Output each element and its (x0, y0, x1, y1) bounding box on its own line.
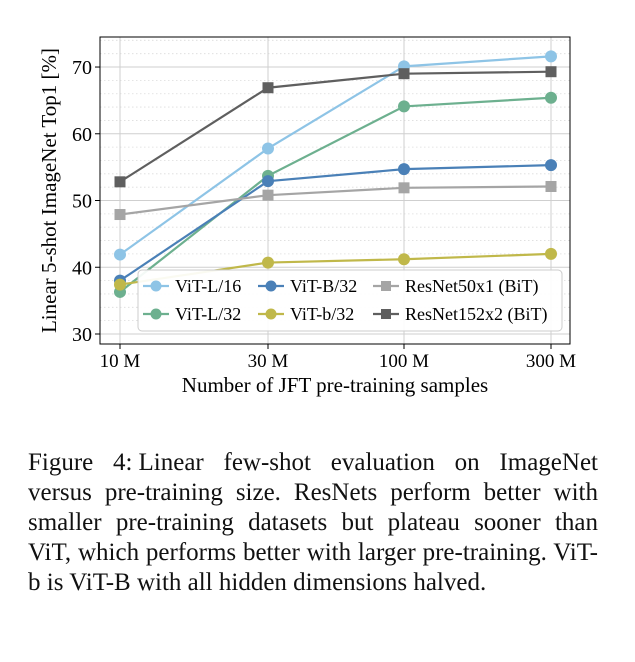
data-point (545, 91, 557, 104)
legend-label: ResNet152x2 (BiT) (405, 304, 547, 325)
legend-marker (150, 308, 162, 320)
series-line (119, 55, 552, 256)
caption-text: Linear few-shot evaluation on ImageNet v… (28, 449, 598, 596)
legend-marker (265, 308, 277, 320)
caption-label: Figure 4: (28, 449, 133, 476)
data-point (262, 175, 274, 188)
figure-caption: Figure 4: Linear few-shot evaluation on I… (28, 448, 598, 598)
x-tick-label: 300 M (526, 351, 576, 372)
legend-marker (265, 280, 277, 292)
legend-item: ViT-b/32 (258, 304, 354, 324)
x-tick-label: 30 M (248, 351, 289, 372)
y-tick-label: 60 (72, 124, 92, 146)
data-point (545, 159, 557, 172)
y-tick-label: 50 (72, 191, 92, 213)
data-point (114, 209, 126, 221)
data-point (114, 248, 126, 261)
data-point (398, 253, 410, 266)
legend-item: ResNet50x1 (BiT) (373, 276, 538, 297)
y-tick-label: 70 (72, 57, 92, 79)
data-point (398, 182, 410, 194)
data-point (545, 247, 557, 260)
series-resnet152x2-bit- (114, 66, 557, 188)
data-point (398, 68, 410, 80)
series-line (119, 70, 552, 183)
data-point (545, 180, 557, 192)
legend-label: ViT-b/32 (290, 304, 354, 324)
legend-item: ViT-L/16 (143, 276, 241, 296)
x-axis-label: Number of JFT pre-training samples (182, 373, 488, 397)
x-tick-label: 10 M (100, 351, 141, 372)
legend-item: ResNet152x2 (BiT) (373, 304, 547, 325)
data-point (262, 189, 274, 201)
legend-label: ViT-L/16 (175, 276, 241, 296)
legend: ViT-L/16 ViT-B/32 ResNet50x1 (BiT) ViT-L/32… (137, 269, 563, 332)
legend-item: ViT-B/32 (258, 276, 357, 296)
data-point (398, 163, 410, 176)
y-tick-label: 30 (72, 324, 92, 346)
data-point (114, 278, 126, 291)
data-point (545, 50, 557, 63)
legend-marker (381, 281, 391, 291)
data-point (398, 100, 410, 113)
axes-frame (99, 36, 571, 345)
y-tick-label: 40 (72, 257, 92, 279)
legend-marker (150, 280, 162, 292)
legend-label: ViT-B/32 (290, 276, 357, 296)
series-resnet50x1-bit- (114, 180, 557, 221)
legend-box (137, 269, 563, 332)
series-line (119, 185, 552, 216)
data-point (262, 82, 274, 94)
x-tick-label: 100 M (379, 351, 429, 372)
data-point (262, 256, 274, 269)
series-line (119, 96, 552, 293)
data-point (262, 142, 274, 155)
series-line (119, 164, 552, 282)
data-point (545, 66, 557, 78)
legend-item: ViT-L/32 (143, 304, 241, 324)
y-axis-label: Linear 5-shot ImageNet Top1 [%] (37, 48, 61, 333)
data-point (114, 176, 126, 188)
legend-label: ViT-L/32 (175, 304, 241, 324)
legend-marker (381, 309, 391, 319)
legend-label: ResNet50x1 (BiT) (405, 276, 538, 297)
